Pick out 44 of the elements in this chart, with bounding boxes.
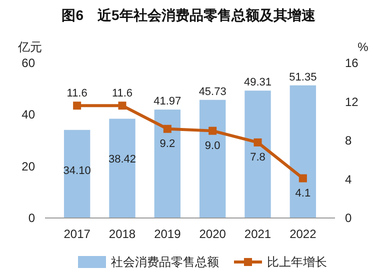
y-tick-label: 0 <box>28 211 36 225</box>
data-label: 9.2 <box>160 138 176 150</box>
point <box>298 174 307 182</box>
data-label: 11.6 <box>112 88 133 100</box>
point <box>118 102 126 110</box>
data-label: 41.97 <box>154 96 182 108</box>
data-label: 34.10 <box>63 164 91 177</box>
x-tick-label: 2020 <box>199 227 226 241</box>
legend-label: 社会消费品零售总额 <box>111 255 219 269</box>
data-label: 11.6 <box>66 88 88 100</box>
data-label: 4.1 <box>295 187 311 200</box>
y2-tick-label: 0 <box>345 211 352 225</box>
y2-tick-label: 12 <box>345 94 359 109</box>
data-label: 38.42 <box>108 154 136 166</box>
y-tick-label: 20 <box>22 159 36 174</box>
x-tick-label: 2021 <box>244 227 272 241</box>
y-axis-title: 亿元 <box>17 40 42 54</box>
bar <box>199 100 226 218</box>
bar <box>64 130 90 218</box>
point <box>73 102 82 110</box>
x-tick-label: 2022 <box>290 227 317 241</box>
bar <box>109 118 136 218</box>
data-label: 51.35 <box>289 71 317 84</box>
y2-tick-label: 16 <box>345 56 359 70</box>
y-tick-label: 60 <box>22 56 36 70</box>
bar <box>154 110 181 218</box>
data-label: 9.0 <box>204 140 220 152</box>
chart-title: 图6 近5年社会消费品零售总额及其增速 <box>62 7 316 23</box>
data-label: 7.8 <box>250 151 266 164</box>
data-label: 49.31 <box>244 76 272 89</box>
point <box>208 126 217 135</box>
x-tick-label: 2018 <box>108 227 136 241</box>
y-tick-label: 40 <box>22 108 36 122</box>
x-tick-label: 2017 <box>64 227 91 241</box>
x-tick-label: 2019 <box>154 227 182 241</box>
y2-tick-label: 4 <box>345 172 352 186</box>
point <box>254 138 262 146</box>
data-label: 45.73 <box>198 86 226 98</box>
bar <box>244 90 271 218</box>
legend-label: 比上年增长 <box>267 255 327 269</box>
bar <box>290 85 316 218</box>
y2-tick-label: 8 <box>345 134 352 148</box>
y2-axis-title: % <box>358 40 369 54</box>
point <box>163 124 172 133</box>
